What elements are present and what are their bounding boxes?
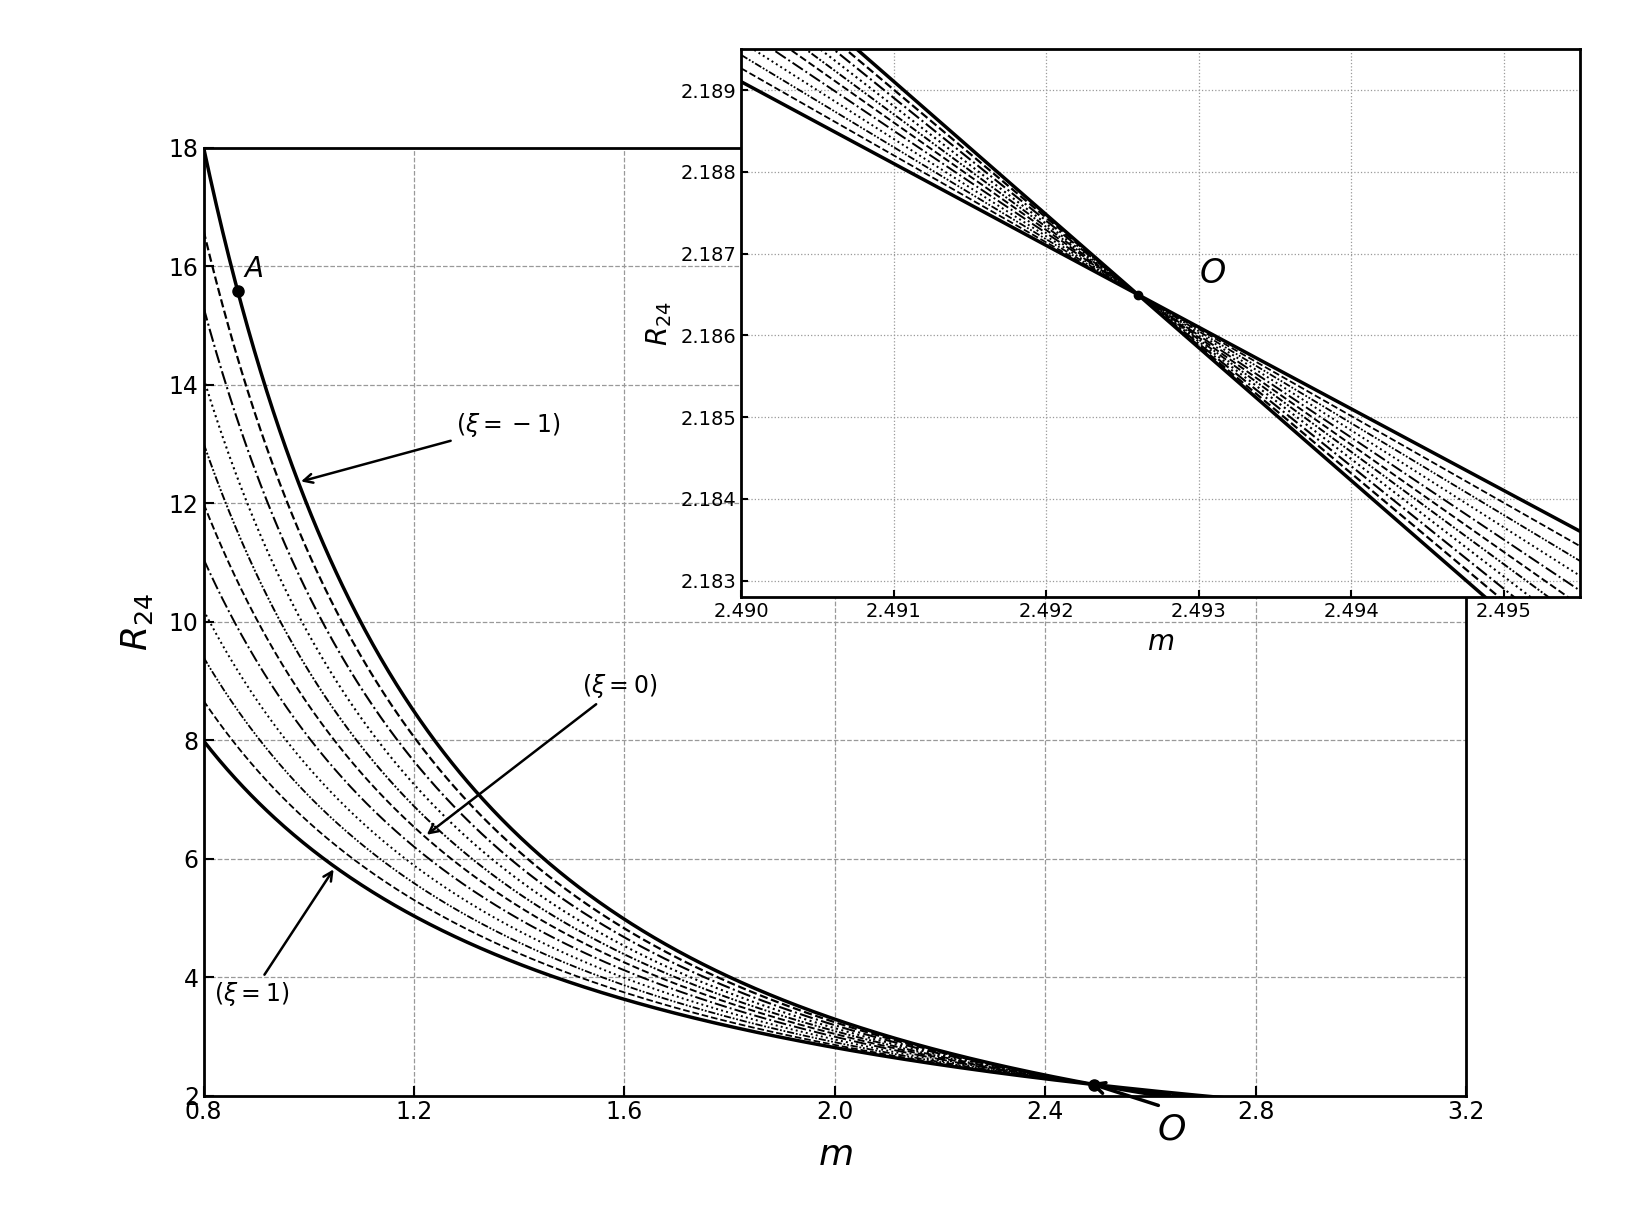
Y-axis label: $\mathit{R}_{24}$: $\mathit{R}_{24}$ [119,593,155,650]
Text: $(\xi=1)$: $(\xi=1)$ [213,872,332,1008]
Y-axis label: $\mathit{R}_{24}$: $\mathit{R}_{24}$ [643,300,673,346]
Text: $(\xi=0)$: $(\xi=0)$ [428,672,658,833]
Text: $\mathit{A}$: $\mathit{A}$ [243,255,264,283]
Text: $\mathit{O}$: $\mathit{O}$ [1199,257,1225,291]
Text: $(\xi=-1)$: $(\xi=-1)$ [303,411,560,483]
Text: $\mathit{O}$: $\mathit{O}$ [1157,1112,1186,1146]
X-axis label: $\mathit{m}$: $\mathit{m}$ [818,1139,852,1172]
X-axis label: $\mathit{m}$: $\mathit{m}$ [1147,628,1175,656]
